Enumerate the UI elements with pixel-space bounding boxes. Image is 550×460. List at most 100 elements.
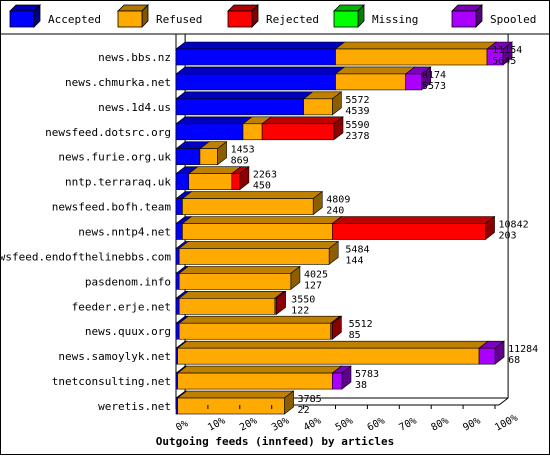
bar-face <box>175 297 180 315</box>
bar-face <box>177 347 480 365</box>
chart-title: Outgoing feeds (innfeed) by articles <box>156 435 394 448</box>
bar-face <box>175 123 244 141</box>
legend-item-rejected: Rejected <box>227 4 319 28</box>
data-label-total: 5572 <box>345 95 369 106</box>
bar-top <box>175 66 346 75</box>
category-label: newsfeed.bofh.team <box>52 201 172 214</box>
bar-row-news-chmurka-net <box>175 66 432 91</box>
data-label-total: 11284 <box>508 344 538 355</box>
bar-segment-rejected <box>230 166 250 191</box>
category-label: news.furie.org.uk <box>58 151 171 164</box>
data-label-secondary: 203 <box>499 231 517 242</box>
data-label-secondary: 240 <box>326 206 344 217</box>
bar-segment-rejected <box>329 315 343 340</box>
data-label-secondary: 85 <box>349 330 361 341</box>
bar-row-news-1d4-us <box>175 91 343 116</box>
bar-face <box>335 73 406 91</box>
bar-segment-accepted <box>175 66 346 91</box>
x-tick-label: 80% <box>429 415 450 433</box>
bar-top <box>334 66 416 75</box>
legend-label: Spooled <box>490 13 536 26</box>
x-tick-label: 30% <box>270 415 291 433</box>
bar-top <box>178 315 341 324</box>
bar-segment-spooled <box>331 365 352 390</box>
category-label: newsfeed.dotsrc.org <box>45 126 171 139</box>
legend-swatch <box>227 10 253 28</box>
bar-segment-accepted <box>175 41 346 66</box>
data-label-total: 4809 <box>326 195 350 206</box>
data-label-secondary: 4539 <box>345 106 369 117</box>
category-label: weretis.net <box>98 400 171 413</box>
category-label: newsfeed.endofthelinebbs.com <box>0 250 171 263</box>
bar-face <box>188 173 233 190</box>
category-label: news.quux.org <box>85 325 171 338</box>
bar-face <box>199 148 218 166</box>
bar-row-newsfeed-dotsrc-org <box>175 116 344 141</box>
bar-row-nntp-terraraq-uk <box>175 166 250 191</box>
data-label-secondary: 22 <box>298 405 310 416</box>
bar-face <box>175 73 336 91</box>
data-label-secondary: 450 <box>253 181 271 192</box>
bar-segment-refused <box>334 66 416 91</box>
x-tick-label: 10% <box>206 415 227 433</box>
x-tick-label: 60% <box>366 415 387 433</box>
bar-segment-refused <box>176 390 295 415</box>
data-label-total: 5512 <box>349 319 373 330</box>
legend-label: Rejected <box>266 13 319 26</box>
category-label: nntp.terraraq.uk <box>65 176 171 189</box>
bar-face <box>178 297 276 315</box>
data-label-secondary: 144 <box>345 255 363 266</box>
bar-face <box>405 73 422 91</box>
bar-row-weretis-net <box>175 390 295 415</box>
bar-face <box>178 273 292 290</box>
bar-face <box>178 248 330 265</box>
data-label-total: 5783 <box>355 369 379 380</box>
bar-segment-refused <box>334 41 498 66</box>
data-label-secondary: 5645 <box>492 56 516 67</box>
bar-row-news-nntp4-net <box>175 215 496 241</box>
legend-swatch <box>9 10 35 28</box>
bar-face <box>175 173 190 190</box>
data-label-secondary: 122 <box>291 305 309 316</box>
bar-segment-spooled <box>404 66 432 91</box>
bar-row-news-quux-org <box>175 315 343 340</box>
data-label-total: 8174 <box>422 70 446 81</box>
data-label-total: 3550 <box>291 294 315 305</box>
legend-label: Accepted <box>48 13 101 26</box>
bar-segment-refused <box>199 141 228 166</box>
bar-top <box>178 266 301 274</box>
bar-face <box>231 173 241 190</box>
x-tick-label: 50% <box>334 415 355 433</box>
bar-segment-refused <box>176 365 343 390</box>
data-label-total: 5484 <box>345 244 369 255</box>
bar-top <box>175 91 314 100</box>
bar-face <box>175 322 180 340</box>
bar-top <box>261 116 344 125</box>
legend-label: Missing <box>372 13 418 26</box>
legend-swatch <box>117 10 143 28</box>
bar-face <box>332 372 343 390</box>
bar-face <box>274 297 277 315</box>
legend-swatch <box>451 10 477 28</box>
x-tick-label: 70% <box>398 415 419 433</box>
bar-face <box>175 48 336 66</box>
legend-swatch <box>333 10 359 28</box>
bar-row-feeder-erje-net <box>175 290 287 315</box>
category-label: pasdenom.info <box>85 275 171 288</box>
bar-top <box>176 365 343 374</box>
bar-segment-refused <box>181 216 343 240</box>
bar-face <box>330 322 333 340</box>
bar-face <box>182 198 314 215</box>
category-label: news.bbs.nz <box>98 51 171 64</box>
bar-segment-refused <box>178 265 301 290</box>
category-label: news.1d4.us <box>98 101 171 114</box>
bar-face <box>242 123 263 141</box>
x-tick-label: 0% <box>174 418 190 433</box>
bar-segment-accepted <box>175 141 210 166</box>
x-tick-label: 40% <box>302 415 323 433</box>
data-label-total: 3785 <box>298 394 322 405</box>
x-tick-label: 20% <box>238 415 259 433</box>
bar-segment-refused <box>187 166 242 190</box>
bar-segment-refused <box>176 340 490 365</box>
